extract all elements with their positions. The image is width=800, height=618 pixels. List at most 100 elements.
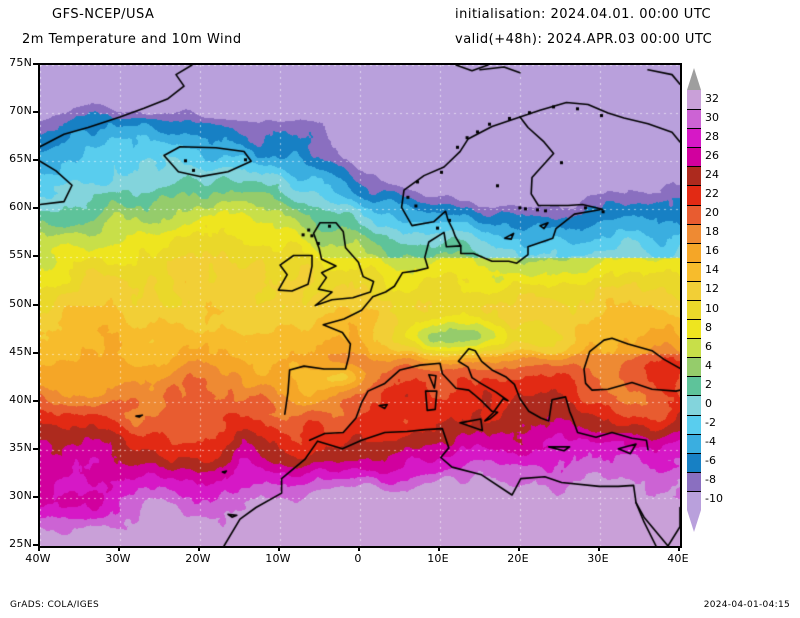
x-tick-mark — [598, 546, 600, 551]
x-tick-label: 40E — [667, 552, 689, 565]
colorbar-tick-label: -10 — [705, 492, 723, 506]
colorbar-under-arrow — [687, 510, 701, 532]
colorbar-tick-label: 26 — [705, 148, 719, 162]
y-tick-mark — [33, 351, 38, 354]
field-title: 2m Temperature and 10m Wind — [22, 32, 242, 47]
colorbar-divider — [687, 395, 701, 397]
colorbar-swatch — [687, 128, 701, 148]
colorbar-divider — [687, 300, 701, 301]
y-tick-mark — [33, 495, 38, 498]
colorbar-tick-label: 8 — [705, 320, 712, 334]
colorbar-divider — [687, 319, 701, 321]
colorbar-divider — [687, 452, 701, 454]
initialisation-text: initialisation: 2024.04.01. 00:00 UTC — [455, 7, 712, 22]
colorbar-divider — [687, 280, 701, 282]
x-tick-mark — [278, 546, 280, 551]
x-tick-mark — [358, 546, 360, 551]
y-tick-label: 55N — [9, 248, 32, 262]
colorbar-swatch — [687, 414, 701, 434]
x-tick-mark — [678, 546, 680, 551]
colorbar-swatch — [687, 147, 701, 167]
colorbar-divider — [687, 109, 701, 111]
colorbar-swatch — [687, 109, 701, 129]
colorbar-divider — [687, 471, 701, 473]
y-tick-mark — [33, 207, 38, 210]
x-tick-mark — [518, 546, 520, 551]
y-tick-mark — [33, 63, 38, 65]
x-tick-label: 30W — [105, 552, 131, 565]
colorbar-swatch — [687, 319, 701, 339]
y-tick-label: 35N — [9, 440, 32, 454]
x-tick-label: 0 — [354, 552, 362, 565]
colorbar-divider — [687, 490, 701, 492]
colorbar-tick-label: -8 — [705, 473, 716, 487]
y-tick-mark — [33, 111, 38, 114]
x-tick-mark — [438, 546, 440, 551]
colorbar-swatch — [687, 242, 701, 262]
y-tick-label: 70N — [9, 104, 32, 118]
colorbar-tick-label: 16 — [705, 244, 719, 258]
y-tick-label: 40N — [9, 392, 32, 406]
y-tick-label: 60N — [9, 200, 32, 214]
colorbar-divider — [687, 376, 701, 378]
colorbar-swatch — [687, 338, 701, 358]
y-tick-label: 25N — [9, 537, 32, 550]
colorbar-divider — [687, 414, 701, 416]
y-tick-label: 45N — [9, 344, 32, 358]
x-tick-label: 10E — [427, 552, 449, 565]
colorbar-divider — [687, 147, 701, 149]
colorbar-divider — [687, 223, 701, 225]
colorbar-tick-label: -6 — [705, 454, 716, 468]
x-tick-label: 20E — [507, 552, 529, 565]
y-tick-label: 65N — [9, 152, 32, 166]
colorbar-tick-label: 10 — [705, 301, 719, 315]
colorbar-divider — [687, 204, 701, 206]
colorbar-swatch — [687, 376, 701, 396]
y-tick-label: 75N — [9, 56, 32, 69]
colorbar-swatch — [687, 90, 701, 110]
map-plot-area[interactable] — [38, 63, 682, 548]
colorbar-divider — [687, 242, 701, 244]
y-tick-label: 30N — [9, 488, 32, 502]
y-tick-mark — [33, 303, 38, 306]
colorbar-tick-label: 6 — [705, 339, 712, 353]
x-tick-label: 20W — [185, 552, 211, 565]
colorbar-tick-label: 28 — [705, 129, 719, 143]
colorbar-tick-label: 18 — [705, 225, 719, 239]
colorbar — [687, 90, 701, 510]
colorbar-tick-label: -2 — [705, 416, 716, 430]
colorbar-tick-label: 12 — [705, 282, 719, 296]
x-tick-label: 30E — [587, 552, 609, 565]
y-tick-mark — [33, 399, 38, 402]
colorbar-divider — [687, 185, 701, 187]
render-timestamp: 2024-04-01-04:15 — [703, 600, 790, 610]
colorbar-swatch — [687, 357, 701, 377]
y-tick-mark — [33, 544, 38, 546]
colorbar-tick-label: 32 — [705, 91, 719, 105]
x-tick-mark — [198, 546, 200, 551]
x-tick-mark — [38, 546, 40, 551]
temperature-heatmap — [40, 65, 680, 546]
model-title: GFS-NCEP/USA — [52, 7, 155, 22]
colorbar-swatch — [687, 490, 701, 510]
colorbar-swatch — [687, 204, 701, 224]
colorbar-divider — [687, 357, 701, 359]
colorbar-swatch — [687, 185, 701, 205]
grads-credit: GrADS: COLA/IGES — [10, 600, 99, 610]
colorbar-tick-label: 24 — [705, 167, 719, 181]
colorbar-tick-label: -4 — [705, 435, 716, 449]
y-tick-label: 50N — [9, 296, 32, 310]
colorbar-tick-label: 14 — [705, 263, 719, 277]
colorbar-divider — [687, 128, 701, 130]
colorbar-swatch — [687, 166, 701, 186]
colorbar-swatch — [687, 395, 701, 415]
colorbar-swatch — [687, 452, 701, 472]
colorbar-tick-label: 2 — [705, 377, 712, 391]
x-tick-label: 40W — [25, 552, 51, 565]
colorbar-tick-label: 0 — [705, 397, 712, 410]
colorbar-swatch — [687, 261, 701, 281]
colorbar-swatch — [687, 300, 701, 320]
y-tick-mark — [33, 159, 38, 162]
colorbar-tick-label: 20 — [705, 206, 719, 220]
colorbar-tick-label: 4 — [705, 358, 712, 372]
